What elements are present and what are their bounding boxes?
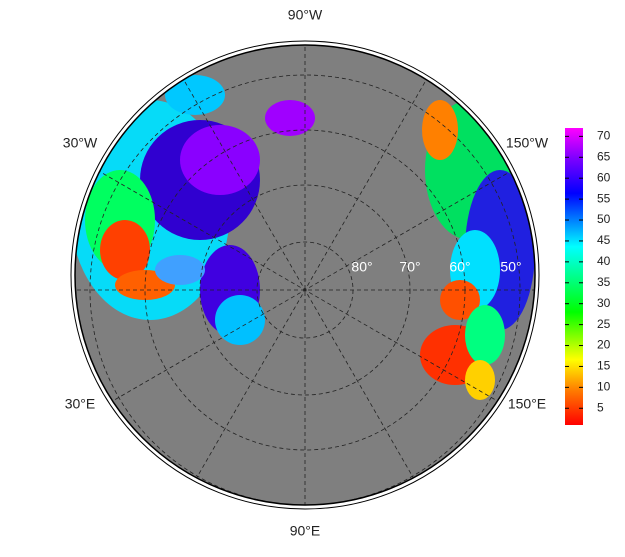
longitude-label: 30°E bbox=[65, 396, 96, 412]
colorbar-tick-label: 65 bbox=[597, 149, 611, 163]
colorbar-tick-label: 55 bbox=[597, 191, 611, 205]
colorbar-tick-label: 25 bbox=[597, 317, 611, 331]
colorbar-tick-label: 5 bbox=[597, 400, 604, 414]
colorbar-tick-label: 40 bbox=[597, 254, 611, 268]
colorbar-tick-label: 30 bbox=[597, 296, 611, 310]
colorbar-tick-label: 15 bbox=[597, 359, 611, 373]
longitude-label: 30°W bbox=[63, 135, 98, 151]
colorbar-tick-label: 50 bbox=[597, 212, 611, 226]
map-disk bbox=[75, 45, 535, 505]
latitude-label: 60° bbox=[449, 259, 470, 275]
colorbar-tick-label: 45 bbox=[597, 233, 611, 247]
colorbar-tick-label: 70 bbox=[597, 129, 611, 143]
longitude-label: 150°W bbox=[506, 135, 549, 151]
latitude-label: 80° bbox=[351, 259, 372, 275]
colorbar bbox=[565, 128, 583, 425]
colorbar-tick-label: 10 bbox=[597, 380, 611, 394]
colorbar-tick-label: 60 bbox=[597, 170, 611, 184]
colorbar-tick-label: 20 bbox=[597, 338, 611, 352]
longitude-label: 150°E bbox=[508, 396, 546, 412]
longitude-label: 90°E bbox=[290, 523, 321, 539]
latitude-label: 50° bbox=[500, 259, 521, 275]
latitude-label: 70° bbox=[399, 259, 420, 275]
colorbar-tick-label: 35 bbox=[597, 275, 611, 289]
longitude-label: 90°W bbox=[288, 7, 323, 23]
